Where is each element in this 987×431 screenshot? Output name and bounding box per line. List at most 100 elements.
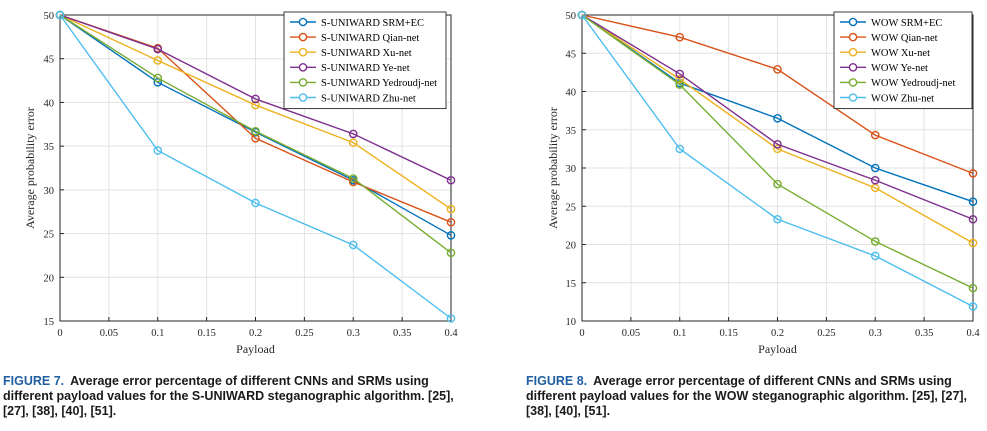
data-point-wow-ye-net: [870, 175, 880, 185]
legend-entry-label: WOW SRM+EC: [871, 18, 942, 29]
data-point-s-uniward-srm-ec: [446, 231, 456, 240]
data-point-s-uniward-ye-net: [348, 129, 358, 139]
x-tick-label: 0.4: [444, 328, 458, 339]
legend-box: [833, 11, 973, 110]
x-tick-label: 0.15: [197, 328, 215, 339]
data-point-wow-qian-net: [675, 32, 685, 42]
series-line-wow-zhu-net: [581, 14, 974, 308]
data-point-s-uniward-xu-net: [446, 204, 456, 214]
legend-entry-label: S-UNIWARD Yedroudj-net: [321, 78, 437, 89]
legend-entry-label: S-UNIWARD Ye-net: [321, 63, 410, 74]
y-tick-label: 50: [566, 11, 577, 22]
series-line-s-uniward-xu-net: [59, 14, 452, 210]
series-line-s-uniward-yedroudj-net: [59, 14, 452, 254]
legend-marker: [298, 32, 308, 42]
y-tick-label: 45: [44, 55, 55, 66]
legend-entry-label: WOW Yedroudj-net: [871, 78, 955, 89]
series-line-s-uniward-ye-net: [59, 14, 452, 181]
data-point-wow-ye-net: [968, 214, 978, 224]
y-axis-label: Average probability error: [546, 107, 560, 229]
legend-marker: [848, 32, 858, 42]
data-point-wow-xu-net: [773, 144, 782, 154]
legend-entry-label: WOW Ye-net: [871, 63, 928, 74]
data-point-s-uniward-xu-net: [251, 100, 260, 110]
data-point-wow-srm-ec: [968, 197, 978, 206]
x-tick-label: 0: [57, 328, 62, 339]
x-tick-label: 0.3: [869, 328, 882, 339]
data-point-wow-zhu-net: [870, 251, 880, 261]
x-tick-label: 0.15: [719, 328, 737, 339]
legend-marker: [298, 17, 308, 27]
x-tick-label: 0.2: [771, 328, 784, 339]
legend-marker: [298, 63, 308, 72]
data-point-wow-yedroudj-net: [870, 237, 880, 246]
legend-entry-label: WOW Xu-net: [871, 48, 930, 59]
legend-entry-label: S-UNIWARD Qian-net: [321, 33, 419, 44]
figure-7-label: FIGURE 7.: [3, 374, 65, 388]
y-tick-label: 20: [566, 241, 577, 252]
x-tick-label: 0.35: [915, 328, 933, 339]
series-line-wow-ye-net: [581, 14, 974, 220]
x-axis-label: Payload: [236, 342, 275, 356]
x-tick-label: 0: [579, 328, 584, 339]
x-tick-label: 0.05: [622, 328, 640, 339]
legend-entry-label: S-UNIWARD Xu-net: [321, 48, 412, 59]
legend-marker: [848, 47, 858, 57]
series-line-wow-xu-net: [581, 14, 974, 244]
data-point-s-uniward-ye-net: [251, 94, 260, 104]
y-tick-label: 35: [566, 126, 577, 137]
data-point-s-uniward-yedroudj-net: [446, 248, 456, 258]
legend-entry-label: WOW Qian-net: [871, 33, 938, 44]
x-tick-label: 0.1: [151, 328, 164, 339]
y-tick-label: 30: [566, 164, 577, 175]
legend-entry-label: S-UNIWARD Zhu-net: [321, 93, 416, 104]
data-point-s-uniward-ye-net: [153, 44, 163, 54]
y-tick-label: 15: [44, 317, 55, 328]
data-point-wow-zhu-net: [968, 302, 978, 311]
x-tick-label: 0.05: [100, 328, 118, 339]
y-tick-label: 25: [566, 202, 577, 213]
data-point-s-uniward-yedroudj-net: [348, 174, 358, 183]
series-line-wow-qian-net: [581, 14, 974, 175]
data-point-wow-xu-net: [968, 238, 978, 248]
data-point-s-uniward-qian-net: [446, 217, 456, 227]
x-tick-label: 0.1: [673, 328, 686, 339]
y-tick-label: 25: [44, 230, 55, 241]
legend-box: [283, 11, 447, 110]
legend-marker: [848, 78, 858, 87]
data-point-wow-qian-net: [968, 169, 978, 178]
y-tick-label: 45: [566, 49, 577, 60]
data-point-wow-zhu-net: [675, 144, 685, 154]
data-point-s-uniward-yedroudj-net: [153, 73, 163, 83]
data-point-s-uniward-yedroudj-net: [251, 126, 260, 136]
series-line-wow-yedroudj-net: [581, 14, 974, 289]
y-tick-label: 50: [44, 11, 55, 22]
chart-figure-8: 0 0.05 0.1 0.15 0.2 0.25 0.3 0.35 0.4 10 15 20 25 30 3…: [546, 10, 980, 356]
data-point-wow-zhu-net: [773, 214, 782, 224]
data-point-s-uniward-xu-net: [153, 56, 163, 65]
y-tick-label: 15: [566, 279, 577, 290]
data-point-s-uniward-zhu-net: [348, 240, 358, 250]
x-axis-label: Payload: [758, 342, 797, 356]
x-tick-label: 0.2: [249, 328, 262, 339]
data-point-wow-yedroudj-net: [773, 179, 782, 189]
x-tick-label: 0.4: [966, 328, 980, 339]
data-point-s-uniward-xu-net: [348, 138, 358, 147]
data-point-wow-srm-ec: [773, 113, 782, 123]
data-point-wow-qian-net: [870, 130, 880, 140]
y-tick-label: 35: [44, 142, 55, 153]
legend-marker: [298, 78, 308, 87]
y-tick-label: 40: [566, 88, 577, 99]
y-tick-label: 30: [44, 186, 55, 197]
plot-frame: [59, 14, 452, 322]
legend-marker: [298, 47, 308, 57]
x-tick-label: 0.3: [347, 328, 360, 339]
legend-marker: [298, 93, 308, 102]
data-point-s-uniward-zhu-net: [153, 146, 163, 155]
data-point-wow-xu-net: [675, 74, 685, 84]
series-line-wow-srm-ec: [581, 14, 974, 203]
legend-entry-label: WOW Zhu-net: [871, 93, 934, 104]
data-point-wow-ye-net: [773, 139, 782, 149]
data-point-wow-zhu-net: [577, 10, 587, 20]
figure-8-caption: FIGURE 8. Average error percentage of dif…: [526, 374, 987, 419]
